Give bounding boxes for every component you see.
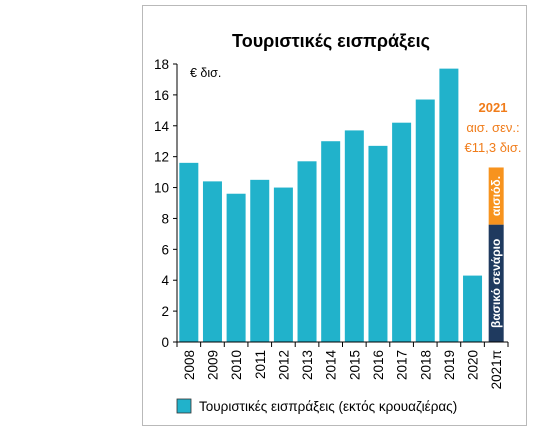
bar-2014 [321, 141, 341, 342]
x-tick-label: 2014 [324, 350, 339, 381]
bar-2008 [179, 162, 199, 342]
x-tick-label: 2008 [182, 350, 197, 380]
bar-2020 [463, 275, 483, 342]
bars: βασικό σενάριο αισιόδ. [179, 68, 504, 343]
chart-title: Τουριστικές εισπράξεις [232, 31, 430, 52]
y-tick-label: 4 [161, 273, 169, 288]
x-tick-label: 2019 [442, 350, 457, 380]
x-tick-label: 2017 [395, 350, 410, 380]
bar-2021-base-label: βασικό σενάριο [489, 239, 503, 328]
x-tick-label: 2010 [229, 350, 244, 380]
y-tick-label: 2 [161, 304, 169, 319]
bar-2009 [202, 181, 222, 342]
bar-2021-optimistic [488, 167, 504, 225]
y-tick-label: 14 [154, 119, 170, 134]
x-tick-label: 2021π [489, 350, 504, 389]
x-axis: 2008 2009 2010 2011 2012 2013 2014 2015 2016 2017… [176, 341, 509, 389]
bar-2017 [392, 122, 412, 342]
annotation-2021: 2021 αισ. σεν.: €11,3 δισ. [465, 100, 522, 155]
annotation-year: 2021 [479, 100, 508, 115]
x-tick-label: 2009 [205, 350, 220, 380]
bar-2011 [250, 179, 270, 342]
legend: Τουριστικές εισπράξεις (εκτός κρουαζιέρα… [176, 398, 457, 414]
x-tick-label: 2015 [347, 350, 362, 380]
bar-2016 [368, 145, 388, 342]
y-tick-label: 12 [154, 150, 169, 165]
y-tick-label: 10 [154, 181, 169, 196]
y-tick-label: 0 [161, 335, 169, 350]
bar-2018 [415, 99, 435, 343]
x-tick-label: 2012 [276, 350, 291, 380]
x-tick-label: 2018 [418, 350, 433, 380]
chart-canvas: Τουριστικές εισπράξεις € δισ. 0 2 4 6 8 10 12 1… [154, 31, 522, 414]
x-tick-label: 2016 [371, 350, 386, 380]
y-tick-label: 18 [154, 57, 169, 72]
chart-frame: Τουριστικές εισπράξεις € δισ. 0 2 4 6 8 10 12 1… [142, 5, 527, 426]
annotation-scenario: αισ. σεν.: [466, 120, 519, 135]
annotation-value: €11,3 δισ. [465, 140, 522, 155]
bar-2013 [297, 161, 317, 342]
bar-2015 [344, 130, 364, 342]
y-tick-label: 16 [154, 88, 169, 103]
y-axis: 0 2 4 6 8 10 12 14 16 18 [154, 57, 178, 350]
y-tick-label: 6 [161, 242, 169, 257]
bar-2010 [226, 193, 246, 342]
bar-2021-optimistic-label: αισιόδ. [489, 176, 503, 216]
bar-2019 [439, 68, 459, 342]
bar-2012 [273, 187, 293, 342]
unit-label: € δισ. [190, 66, 221, 80]
bar-2021-base [488, 224, 504, 342]
legend-swatch [176, 398, 192, 414]
x-tick-label: 2011 [253, 350, 268, 379]
y-tick-label: 8 [161, 211, 169, 226]
x-tick-label: 2020 [466, 350, 481, 380]
x-tick-label: 2013 [300, 350, 315, 380]
legend-label: Τουριστικές εισπράξεις (εκτός κρουαζιέρα… [199, 399, 457, 414]
